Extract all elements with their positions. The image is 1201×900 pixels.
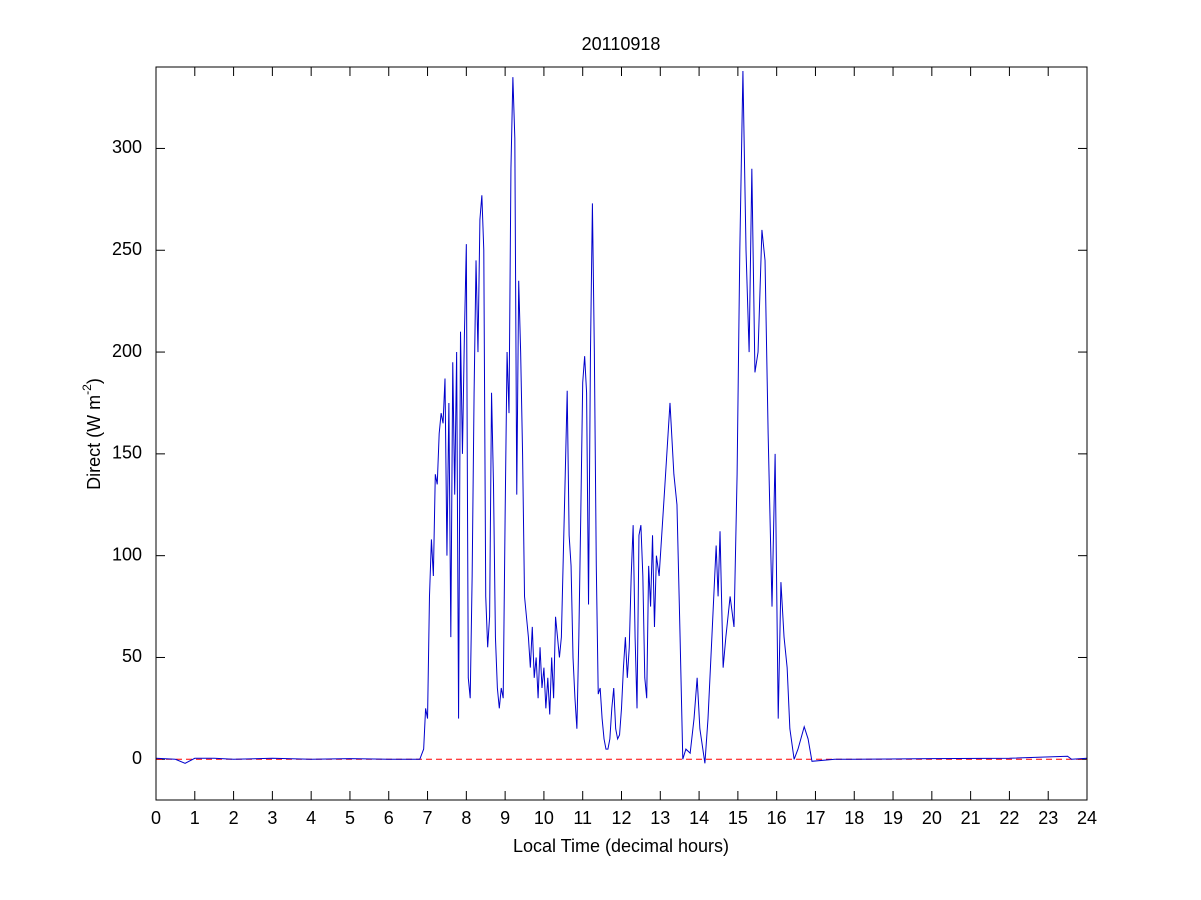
x-tick-label: 19 bbox=[883, 808, 903, 828]
y-tick-label: 300 bbox=[112, 137, 142, 157]
x-tick-label: 20 bbox=[922, 808, 942, 828]
x-tick-label: 22 bbox=[999, 808, 1019, 828]
x-tick-label: 14 bbox=[689, 808, 709, 828]
x-tick-label: 23 bbox=[1038, 808, 1058, 828]
x-tick-label: 7 bbox=[423, 808, 433, 828]
y-tick-label: 50 bbox=[122, 646, 142, 666]
y-tick-label: 200 bbox=[112, 341, 142, 361]
x-tick-label: 15 bbox=[728, 808, 748, 828]
y-axis-label-superscript: -2 bbox=[80, 384, 94, 395]
x-tick-label: 24 bbox=[1077, 808, 1097, 828]
x-tick-label: 1 bbox=[190, 808, 200, 828]
x-tick-label: 3 bbox=[267, 808, 277, 828]
x-tick-label: 6 bbox=[384, 808, 394, 828]
x-tick-label: 4 bbox=[306, 808, 316, 828]
x-tick-label: 12 bbox=[611, 808, 631, 828]
y-tick-label: 0 bbox=[132, 748, 142, 768]
x-tick-label: 10 bbox=[534, 808, 554, 828]
x-axis-label: Local Time (decimal hours) bbox=[513, 836, 729, 856]
x-tick-label: 5 bbox=[345, 808, 355, 828]
x-tick-label: 18 bbox=[844, 808, 864, 828]
y-tick-label: 150 bbox=[112, 443, 142, 463]
plot-area bbox=[156, 67, 1087, 800]
y-tick-label: 100 bbox=[112, 544, 142, 564]
x-tick-label: 16 bbox=[767, 808, 787, 828]
x-tick-label: 2 bbox=[229, 808, 239, 828]
x-tick-label: 8 bbox=[461, 808, 471, 828]
axes-box bbox=[155, 66, 1088, 801]
x-tick-label: 21 bbox=[961, 808, 981, 828]
y-axis-label-suffix: ) bbox=[84, 378, 104, 384]
y-axis-label-text: Direct (W m bbox=[84, 395, 104, 490]
x-tick-label: 11 bbox=[573, 808, 592, 828]
y-axis-label: Direct (W m-2) bbox=[80, 378, 104, 490]
chart-title: 20110918 bbox=[582, 34, 661, 54]
x-tick-label: 13 bbox=[650, 808, 670, 828]
x-tick-label: 0 bbox=[151, 808, 161, 828]
data-line bbox=[155, 71, 1088, 764]
x-tick-label: 9 bbox=[500, 808, 510, 828]
y-tick-label: 250 bbox=[112, 239, 142, 259]
x-tick-label: 17 bbox=[805, 808, 825, 828]
